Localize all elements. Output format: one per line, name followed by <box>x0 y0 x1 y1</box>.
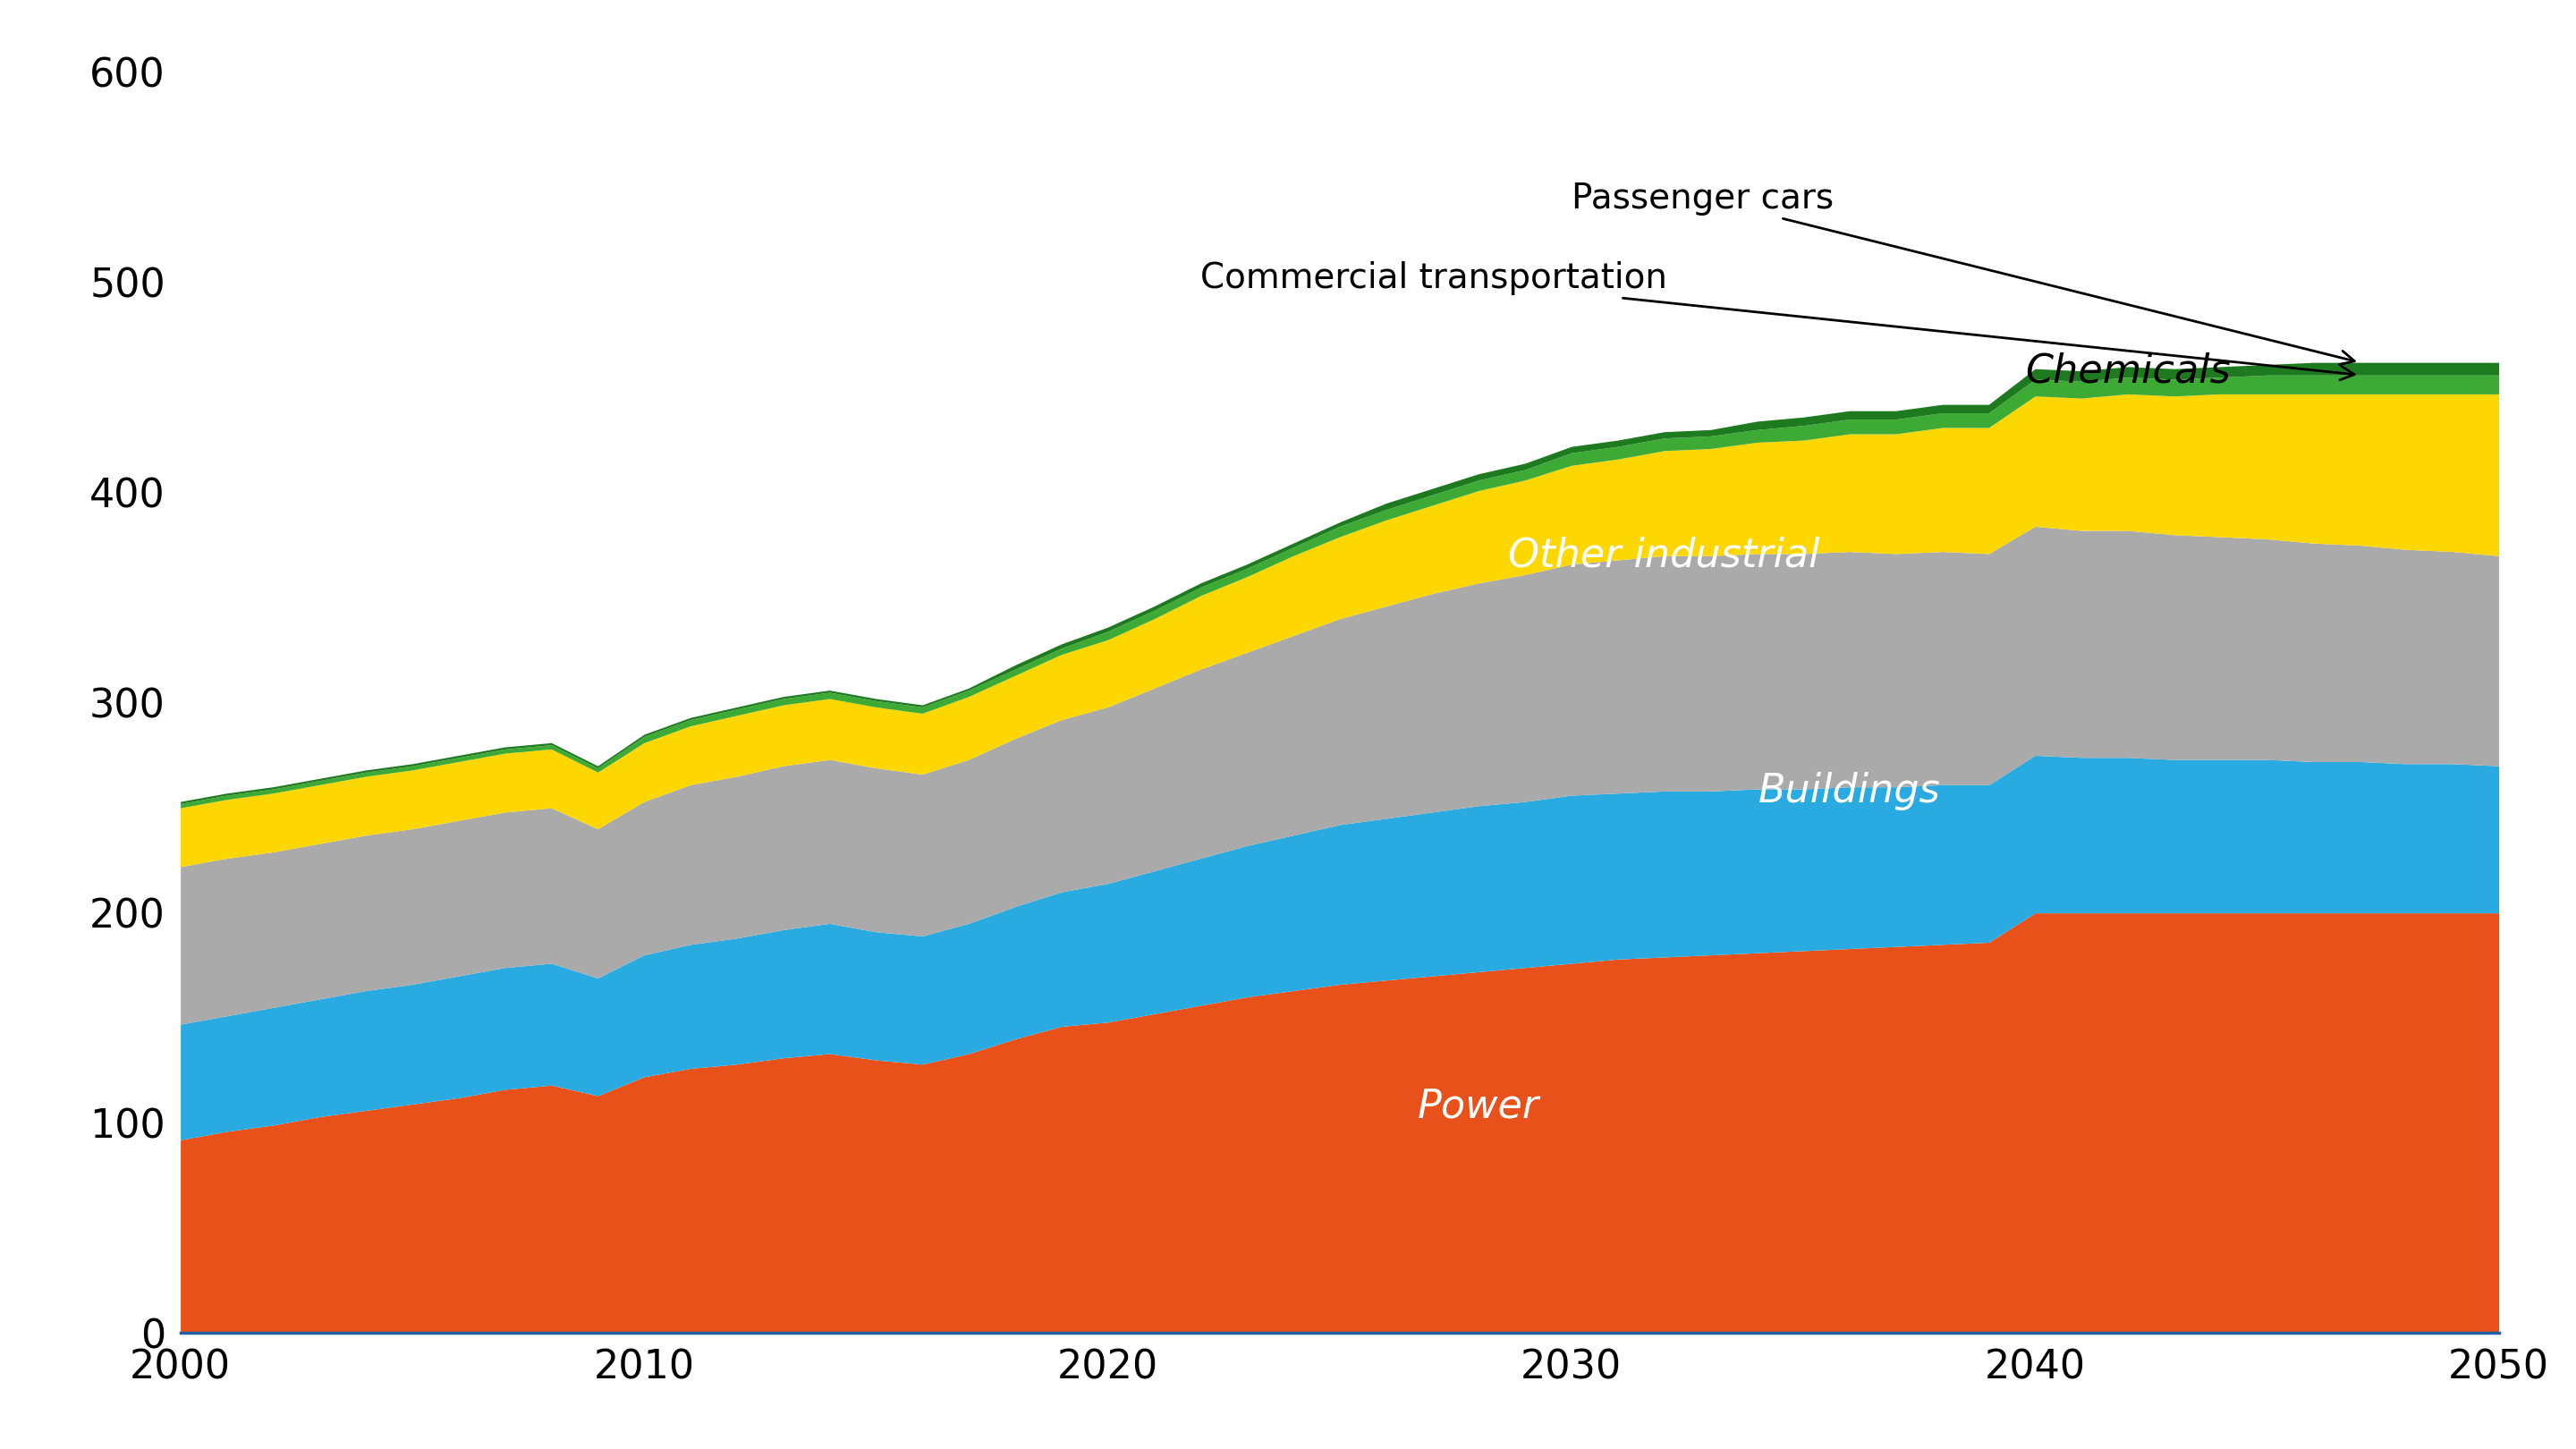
Text: Passenger cars: Passenger cars <box>1571 181 2354 365</box>
Text: Power: Power <box>1417 1087 1540 1126</box>
Text: Other industrial: Other industrial <box>1507 536 1821 575</box>
Text: Chemicals: Chemicals <box>2025 352 2231 390</box>
Text: Buildings: Buildings <box>1759 772 1940 810</box>
Text: Commercial transportation: Commercial transportation <box>1200 261 2354 380</box>
